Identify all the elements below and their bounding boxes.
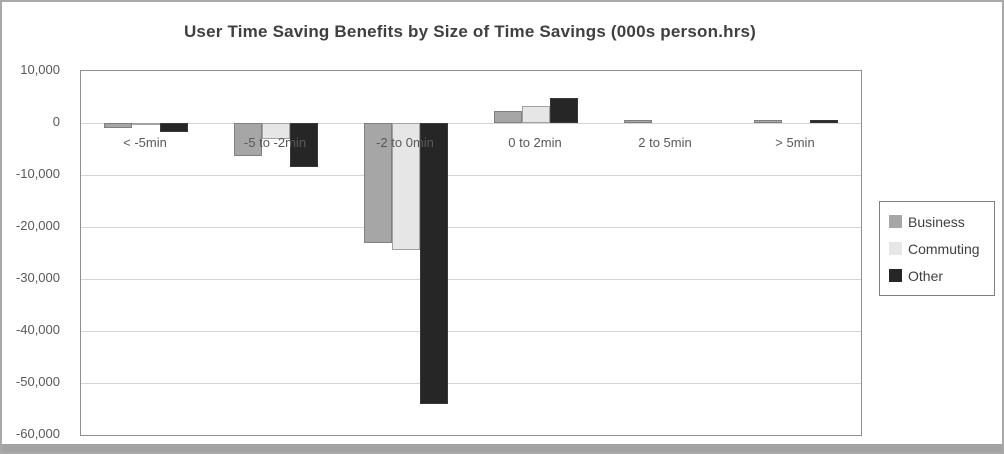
legend-label: Commuting — [908, 240, 980, 257]
legend-swatch-icon — [889, 215, 902, 228]
x-axis-category-label: 2 to 5min — [638, 135, 692, 150]
y-axis-tick-label: -50,000 — [15, 374, 60, 389]
plot-area — [80, 70, 862, 436]
y-gridline — [81, 331, 861, 332]
x-axis-category-label: 0 to 2min — [508, 135, 562, 150]
y-axis-tick-label: -40,000 — [15, 322, 60, 337]
x-axis-category-label: > 5min — [775, 135, 815, 150]
y-axis-tick-label: -20,000 — [15, 218, 60, 233]
y-gridline — [81, 279, 861, 280]
legend-entry-commuting: Commuting — [889, 241, 985, 257]
x-axis-category-label: < -5min — [123, 135, 167, 150]
legend-entry-business: Business — [889, 214, 985, 230]
bar-business-4 — [494, 110, 522, 123]
y-gridline — [81, 123, 861, 124]
bar-business-1 — [104, 123, 132, 129]
legend-label: Other — [908, 267, 944, 284]
y-gridline — [81, 175, 861, 176]
bar-other-1 — [160, 123, 188, 133]
bottom-edge-bar — [2, 444, 1002, 452]
x-axis-category-label: -5 to -2min — [243, 135, 307, 150]
bar-commuting-4 — [522, 105, 550, 123]
bar-business-6 — [754, 120, 782, 123]
y-axis-tick-label: 10,000 — [20, 62, 60, 77]
legend-entry-other: Other — [889, 268, 985, 284]
bar-commuting-1 — [132, 123, 160, 125]
y-axis-tick-label: -60,000 — [15, 426, 60, 441]
bar-business-3 — [364, 123, 392, 243]
chart-title: User Time Saving Benefits by Size of Tim… — [183, 22, 757, 41]
legend-swatch-icon — [889, 242, 902, 255]
bar-business-5 — [624, 120, 652, 123]
y-gridline — [81, 383, 861, 384]
bar-other-2 — [290, 123, 318, 168]
bar-commuting-3 — [392, 123, 420, 251]
bar-commuting-2 — [262, 123, 290, 139]
y-gridline — [81, 227, 861, 228]
y-axis-tick-label: -30,000 — [15, 270, 60, 285]
bar-business-2 — [234, 123, 262, 156]
legend: Business Commuting Other — [879, 201, 995, 296]
y-axis-tick-label: 0 — [52, 114, 60, 129]
legend-swatch-icon — [889, 269, 902, 282]
y-axis-tick-label: -10,000 — [15, 166, 60, 181]
x-axis-category-label: -2 to 0min — [376, 135, 434, 150]
legend-label: Business — [908, 213, 965, 230]
bar-other-3 — [420, 123, 448, 404]
bar-other-4 — [550, 97, 578, 123]
bar-other-6 — [810, 120, 838, 123]
